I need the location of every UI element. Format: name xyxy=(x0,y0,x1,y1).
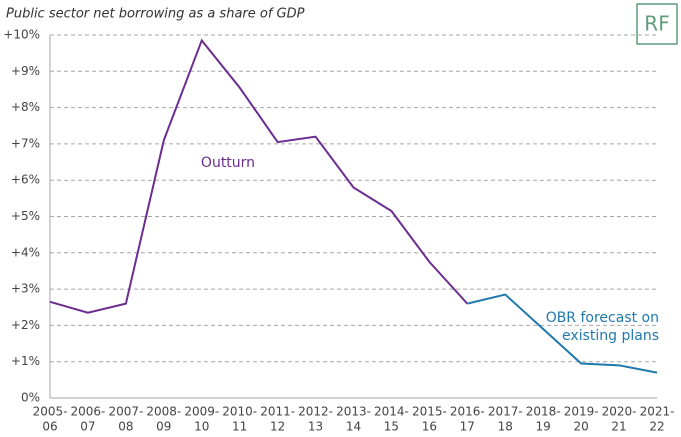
x-tick-label: 2010- xyxy=(222,405,257,419)
y-tick-label: +8% xyxy=(11,100,40,114)
y-tick-label: +4% xyxy=(11,245,40,259)
x-tick-label: 12 xyxy=(270,420,285,434)
y-tick-label: +3% xyxy=(11,282,40,296)
x-tick-label: 21 xyxy=(611,420,626,434)
line-series xyxy=(467,293,658,374)
x-tick-label: 07 xyxy=(80,420,95,434)
x-tick-label: 2014- xyxy=(374,405,409,419)
x-tick-label: 2006- xyxy=(71,405,106,419)
x-tick-label: 2007- xyxy=(108,405,143,419)
x-tick-label: 18 xyxy=(498,420,513,434)
y-tick-label: +6% xyxy=(11,173,40,187)
x-tick-label: 16 xyxy=(422,420,437,434)
x-tick-label: 06 xyxy=(42,420,57,434)
x-tick-label: 2009- xyxy=(184,405,219,419)
series-label: existing plans xyxy=(562,328,659,344)
x-tick-label: 15 xyxy=(384,420,399,434)
series-label: OBR forecast on xyxy=(546,310,659,326)
x-tick-label: 22 xyxy=(649,420,664,434)
y-tick-label: +2% xyxy=(11,318,40,332)
x-tick-label: 10 xyxy=(194,420,209,434)
y-tick-label: +5% xyxy=(11,209,40,223)
y-tick-label: +1% xyxy=(11,354,40,368)
line-series xyxy=(49,38,469,314)
x-tick-label: 09 xyxy=(156,420,171,434)
x-tick-label: 17 xyxy=(460,420,475,434)
y-tick-label: +9% xyxy=(11,64,40,78)
x-tick-label: 2013- xyxy=(336,405,371,419)
x-tick-label: 20 xyxy=(573,420,588,434)
x-tick-label: 2012- xyxy=(298,405,333,419)
series-label: Outturn xyxy=(201,155,255,171)
logo-box xyxy=(636,3,678,45)
x-tick-label: 2021- xyxy=(640,405,675,419)
x-tick-label: 2011- xyxy=(260,405,295,419)
x-tick-label: 14 xyxy=(346,420,361,434)
x-tick-label: 13 xyxy=(308,420,323,434)
x-tick-label: 11 xyxy=(232,420,247,434)
x-tick-label: 2019- xyxy=(564,405,599,419)
x-tick-label: 2005- xyxy=(33,405,68,419)
y-tick-label: +10% xyxy=(3,28,40,42)
x-tick-label: 19 xyxy=(536,420,551,434)
x-tick-label: 2008- xyxy=(146,405,181,419)
x-tick-label: 2015- xyxy=(412,405,447,419)
x-tick-label: 2020- xyxy=(602,405,637,419)
x-tick-label: 08 xyxy=(118,420,133,434)
y-tick-label: +7% xyxy=(11,136,40,150)
y-tick-label: 0% xyxy=(21,391,40,405)
x-tick-label: 2018- xyxy=(526,405,561,419)
logo: RF xyxy=(644,12,669,36)
x-tick-label: 2016- xyxy=(450,405,485,419)
chart-title: Public sector net borrowing as a share o… xyxy=(6,7,305,22)
x-tick-label: 2017- xyxy=(488,405,523,419)
